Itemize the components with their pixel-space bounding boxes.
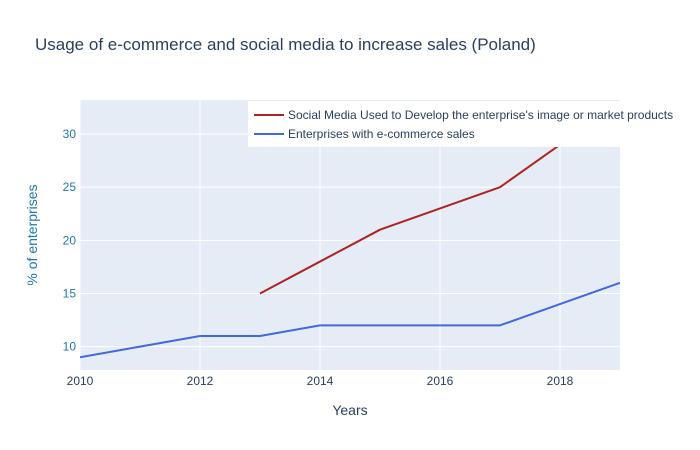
y-tick-label: 15 — [63, 286, 77, 300]
x-axis-title: Years — [332, 402, 367, 418]
x-tick-label: 2018 — [547, 374, 574, 388]
y-axis-ticks: 10 15 20 25 30 — [63, 127, 77, 354]
chart-title: Usage of e-commerce and social media to … — [35, 35, 536, 54]
legend: Social Media Used to Develop the enterpr… — [248, 101, 686, 147]
y-tick-label: 25 — [63, 180, 77, 194]
x-tick-label: 2010 — [67, 374, 94, 388]
y-axis-title: % of enterprises — [24, 184, 40, 285]
legend-label-ecommerce: Enterprises with e-commerce sales — [288, 127, 475, 141]
y-tick-label: 30 — [63, 127, 77, 141]
series-line-ecommerce — [80, 281, 620, 359]
x-tick-label: 2014 — [307, 374, 334, 388]
x-axis-ticks: 2010 2012 2014 2016 2018 — [67, 374, 574, 388]
legend-background — [248, 101, 686, 147]
x-tick-label: 2016 — [427, 374, 454, 388]
legend-label-social-media: Social Media Used to Develop the enterpr… — [288, 108, 673, 122]
y-tick-label: 20 — [63, 233, 77, 247]
y-tick-label: 10 — [63, 340, 77, 354]
x-tick-label: 2012 — [187, 374, 214, 388]
